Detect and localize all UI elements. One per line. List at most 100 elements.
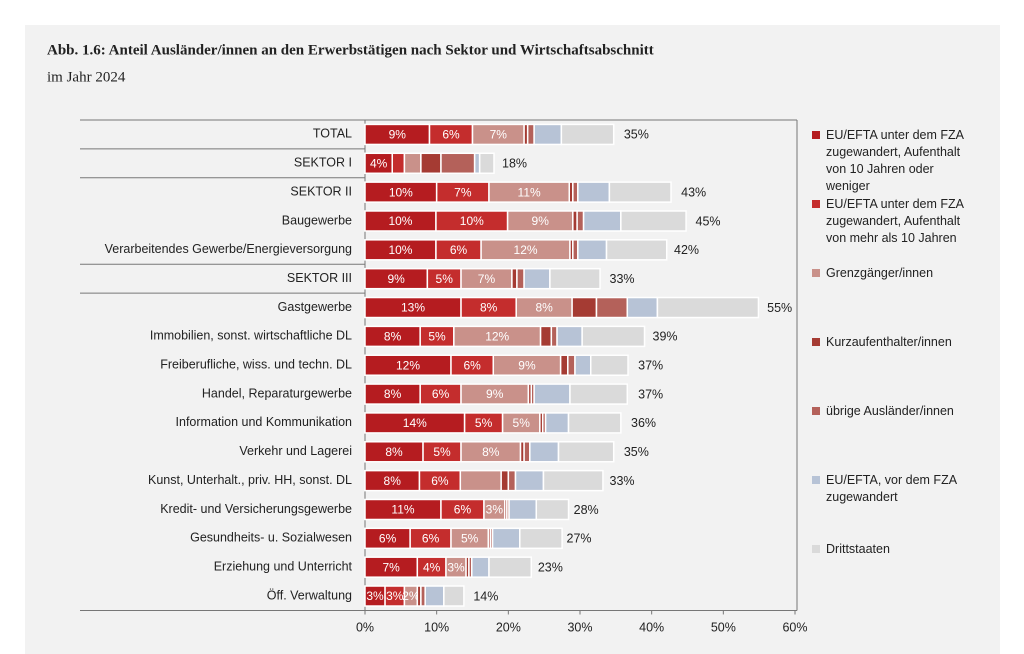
y-tick-label: Verkehr und Lagerei [239, 444, 352, 458]
data-label: 3% [447, 560, 465, 574]
data-label: 12% [396, 358, 420, 372]
chart-subtitle: im Jahr 2024 [47, 69, 126, 85]
x-tick-label: 60% [782, 621, 807, 635]
data-label: 13% [401, 301, 425, 315]
bar-segment [560, 123, 615, 146]
data-label: 12% [485, 330, 509, 344]
legend-label: Drittstaaten [826, 542, 890, 556]
data-label: 10% [389, 185, 413, 199]
bar-segment [571, 296, 598, 319]
data-label: 6% [379, 531, 397, 545]
legend-label: übrige Ausländer/innen [826, 404, 954, 418]
data-label: 8% [482, 445, 500, 459]
bar-segment [549, 267, 601, 290]
bar-segment [572, 181, 579, 203]
bar-segment [533, 123, 563, 146]
data-label: 7% [454, 185, 472, 199]
data-label: 7% [382, 560, 400, 574]
bar-segment [569, 383, 629, 405]
bar-segment [556, 325, 583, 348]
y-tick-label: Erziehung und Unterricht [214, 559, 353, 573]
data-label: 8% [535, 301, 553, 315]
legend-swatch [812, 545, 820, 553]
legend-swatch [812, 269, 820, 277]
data-label: 4% [370, 156, 388, 170]
bar-segment [523, 267, 551, 290]
total-label: 33% [610, 474, 635, 488]
data-label: 9% [518, 358, 536, 372]
total-label: 37% [638, 387, 663, 401]
bar-segment [544, 412, 570, 434]
x-tick-label: 20% [496, 621, 521, 635]
total-label: 35% [624, 128, 649, 142]
bar-segment [500, 469, 510, 492]
data-label: 5% [428, 330, 446, 344]
total-label: 37% [638, 359, 663, 373]
data-label: 6% [431, 474, 449, 488]
bar-segment [516, 267, 525, 290]
data-label: 9% [388, 272, 406, 286]
legend-label: EU/EFTA, vor dem FZA zugewandert [826, 473, 957, 504]
bar-segment [471, 556, 490, 578]
data-label: 6% [432, 387, 450, 401]
bar-segment [539, 325, 553, 348]
chart-title: Abb. 1.6: Anteil Ausländer/innen an den … [47, 42, 654, 58]
bar-segment [523, 441, 531, 463]
x-tick-label: 30% [567, 621, 592, 635]
bar-segment [559, 354, 569, 376]
legend-swatch [812, 131, 820, 139]
bar-segment [511, 267, 518, 290]
total-label: 33% [610, 272, 635, 286]
y-tick-label: Kredit- und Versicherungsgewerbe [160, 502, 352, 516]
data-label: 11% [391, 503, 414, 517]
x-tick-label: 50% [711, 621, 736, 635]
bar-segment [590, 354, 629, 376]
y-tick-label: SEKTOR III [287, 271, 352, 285]
bar-segment [391, 152, 406, 175]
x-tick-label: 40% [639, 621, 664, 635]
bar-segment [567, 412, 622, 434]
bar-segment [626, 296, 659, 319]
bar-segment [550, 325, 558, 348]
bar-segment [478, 152, 495, 175]
bar-segment [424, 585, 445, 607]
bar-segment [403, 152, 422, 175]
data-label: 6% [450, 243, 468, 257]
data-label: 4% [423, 560, 441, 574]
bar-segment [557, 441, 615, 463]
bar-segment [507, 469, 517, 492]
bar-segment [519, 527, 563, 550]
bar-segment [440, 152, 476, 175]
bar-segment [582, 210, 622, 232]
data-label: 6% [422, 531, 440, 545]
bar-segment [533, 383, 571, 405]
bar-segment [577, 239, 608, 261]
data-label: 8% [385, 445, 403, 459]
data-label: 9% [532, 214, 550, 228]
data-label: 5% [513, 416, 531, 430]
data-label: 3% [366, 589, 384, 603]
bar-segment [605, 239, 668, 261]
data-label: 7% [490, 128, 508, 142]
bar-segment [420, 152, 442, 175]
bar-segment [576, 210, 585, 232]
data-label: 8% [384, 330, 402, 344]
data-label: 8% [384, 474, 402, 488]
data-label: 5% [461, 531, 479, 545]
x-tick-label: 10% [424, 621, 449, 635]
legend-swatch [812, 338, 820, 346]
data-label: 9% [389, 128, 407, 142]
total-label: 55% [767, 301, 792, 315]
data-label: 5% [436, 272, 454, 286]
data-label: 6% [442, 128, 460, 142]
bar-segment [443, 585, 465, 607]
total-label: 35% [624, 445, 649, 459]
legend-label: Kurzaufenthalter/innen [826, 335, 952, 349]
data-label: 6% [454, 503, 472, 517]
bar-segment [577, 181, 611, 203]
y-tick-label: SEKTOR I [294, 156, 352, 170]
total-label: 39% [653, 330, 678, 344]
y-tick-label: Immobilien, sonst. wirtschaftliche DL [150, 329, 352, 343]
